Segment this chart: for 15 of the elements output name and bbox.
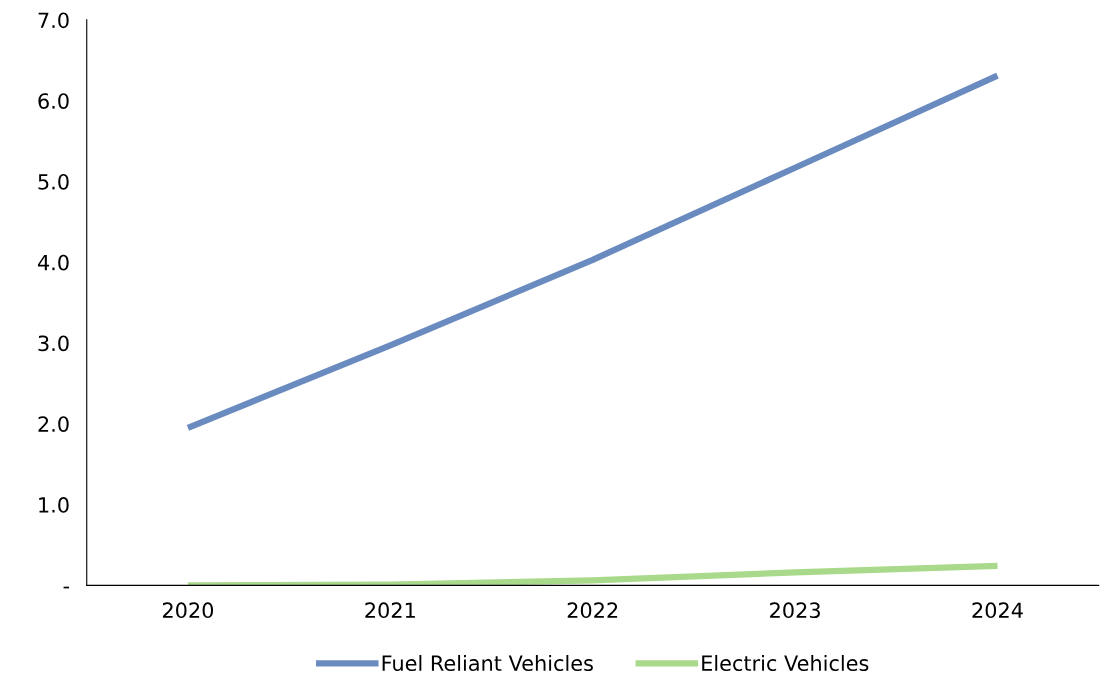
y-tick-label: 1.0 (39, 497, 69, 513)
legend-label: Electric Vehicles (702, 654, 869, 672)
x-tick-label: 2021 (365, 602, 415, 619)
y-tick-label: 5.0 (38, 173, 69, 190)
y-tick-label: 6.0 (38, 93, 69, 109)
legend-label: Fuel Reliant Vehicles (382, 654, 593, 672)
y-tick-label: 7.0 (38, 12, 69, 29)
x-tick-label: 2023 (770, 602, 820, 619)
y-tick-label: 3.0 (38, 335, 69, 352)
y-tick-label: - (63, 586, 70, 589)
y-tick-label: 4.0 (37, 254, 69, 271)
x-tick-label: 2022 (567, 602, 618, 619)
y-tick-label: 2.0 (38, 416, 69, 432)
x-tick-label: 2024 (972, 602, 1023, 619)
x-tick-label: 2020 (162, 602, 214, 619)
